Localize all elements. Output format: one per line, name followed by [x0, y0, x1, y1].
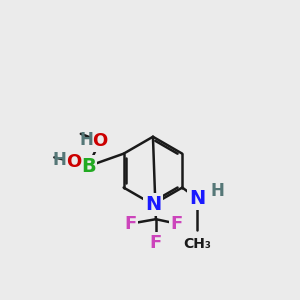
Text: O: O [92, 132, 108, 150]
Text: F: F [125, 214, 137, 232]
Text: B: B [81, 157, 95, 176]
Text: N: N [189, 189, 205, 208]
Text: O: O [66, 153, 81, 171]
Text: N: N [145, 195, 161, 214]
Text: H: H [52, 151, 66, 169]
Text: F: F [170, 214, 183, 232]
Text: H: H [211, 182, 225, 200]
Text: CH₃: CH₃ [183, 237, 211, 251]
Text: H: H [80, 131, 94, 149]
Text: F: F [150, 234, 162, 252]
